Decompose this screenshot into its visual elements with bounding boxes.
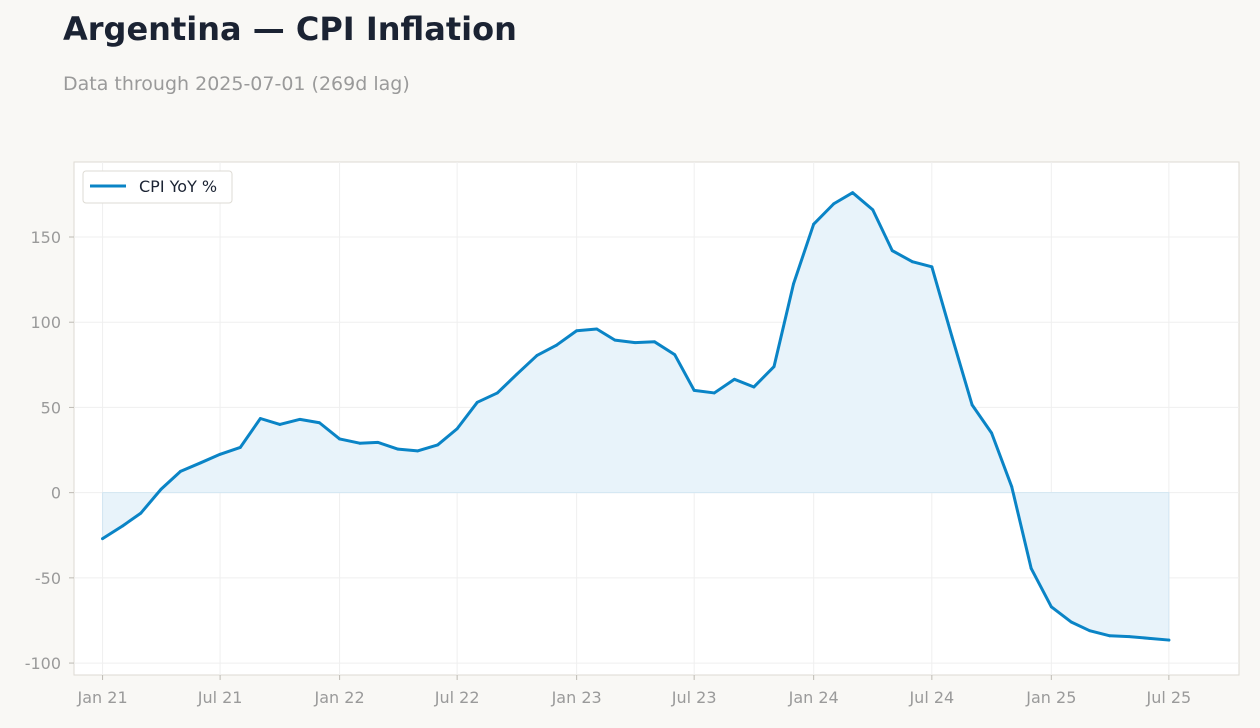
x-tick-label: Jan 22	[314, 688, 365, 707]
data-point	[595, 327, 599, 331]
x-tick-label: Jan 24	[788, 688, 839, 707]
x-tick-label: Jan 25	[1025, 688, 1076, 707]
data-point	[455, 427, 459, 431]
data-point	[159, 487, 163, 491]
data-point	[338, 437, 341, 441]
data-point	[238, 446, 242, 449]
x-tick-label: Jul 23	[671, 688, 717, 707]
y-tick-label: 150	[30, 228, 61, 247]
data-point	[990, 431, 993, 435]
data-point	[416, 449, 419, 453]
data-point	[812, 222, 816, 226]
data-point	[613, 338, 617, 342]
data-point	[752, 385, 756, 389]
y-axis-ticks: -100 -50 0 50 100 150	[25, 228, 74, 673]
legend-box	[82, 170, 233, 204]
data-point	[139, 511, 143, 515]
data-point	[851, 191, 855, 195]
data-point	[1127, 635, 1131, 639]
x-tick-label: Jan 21	[77, 688, 128, 707]
chart-subtitle: Data through 2025-07-01 (269d lag)	[63, 73, 410, 95]
legend[interactable]: CPI YoY %	[82, 170, 233, 204]
data-point	[475, 400, 479, 404]
y-tick-label: -100	[25, 654, 61, 673]
data-point	[298, 417, 302, 421]
data-point	[792, 282, 795, 286]
data-point	[950, 335, 954, 339]
data-point	[772, 365, 776, 368]
x-tick-label: Jan 23	[551, 688, 602, 707]
chart-title: Argentina — CPI Inflation	[63, 10, 517, 48]
data-point	[673, 353, 677, 356]
data-point	[515, 372, 519, 376]
data-point	[1010, 485, 1014, 489]
data-point	[121, 524, 125, 528]
data-point	[278, 423, 282, 426]
y-tick-label: -50	[35, 569, 61, 588]
y-tick-label: 50	[41, 398, 61, 417]
series-line-layer	[101, 191, 1171, 642]
data-point	[575, 329, 579, 333]
y-tick-label: 100	[30, 313, 61, 332]
data-point	[871, 208, 875, 212]
data-point	[890, 249, 894, 253]
data-point	[653, 340, 656, 344]
data-point	[358, 441, 362, 445]
data-point	[712, 391, 716, 395]
x-tick-label: Jul 25	[1145, 688, 1191, 707]
data-point	[1088, 629, 1092, 633]
data-point	[970, 403, 974, 407]
data-point	[1029, 567, 1033, 570]
data-point	[633, 341, 637, 345]
data-point	[496, 391, 499, 395]
data-point	[318, 421, 321, 425]
x-axis-ticks: Jan 21 Jul 21 Jan 22 Jul 22 Jan 23 Jul 23 Jan …	[77, 675, 1191, 707]
data-point	[199, 461, 203, 465]
data-point	[535, 354, 539, 357]
data-point	[733, 377, 736, 381]
data-point	[832, 202, 836, 206]
x-tick-label: Jul 22	[434, 688, 480, 707]
data-point	[376, 440, 380, 444]
x-tick-label: Jul 24	[908, 688, 954, 707]
data-point	[1147, 636, 1151, 640]
data-point	[555, 343, 558, 347]
data-point	[1070, 620, 1073, 624]
data-point	[218, 452, 222, 456]
data-point	[1049, 605, 1053, 609]
data-point	[179, 469, 182, 473]
data-point	[101, 537, 104, 541]
data-point	[930, 265, 934, 269]
data-point	[436, 443, 440, 447]
data-point	[258, 417, 262, 420]
legend-label-cpi: CPI YoY %	[139, 177, 217, 196]
data-point	[396, 447, 400, 451]
x-tick-label: Jul 21	[197, 688, 243, 707]
data-point	[1167, 638, 1171, 642]
data-point	[692, 388, 696, 392]
data-point	[1108, 634, 1112, 638]
y-tick-label: 0	[51, 484, 61, 503]
data-point	[910, 260, 914, 264]
